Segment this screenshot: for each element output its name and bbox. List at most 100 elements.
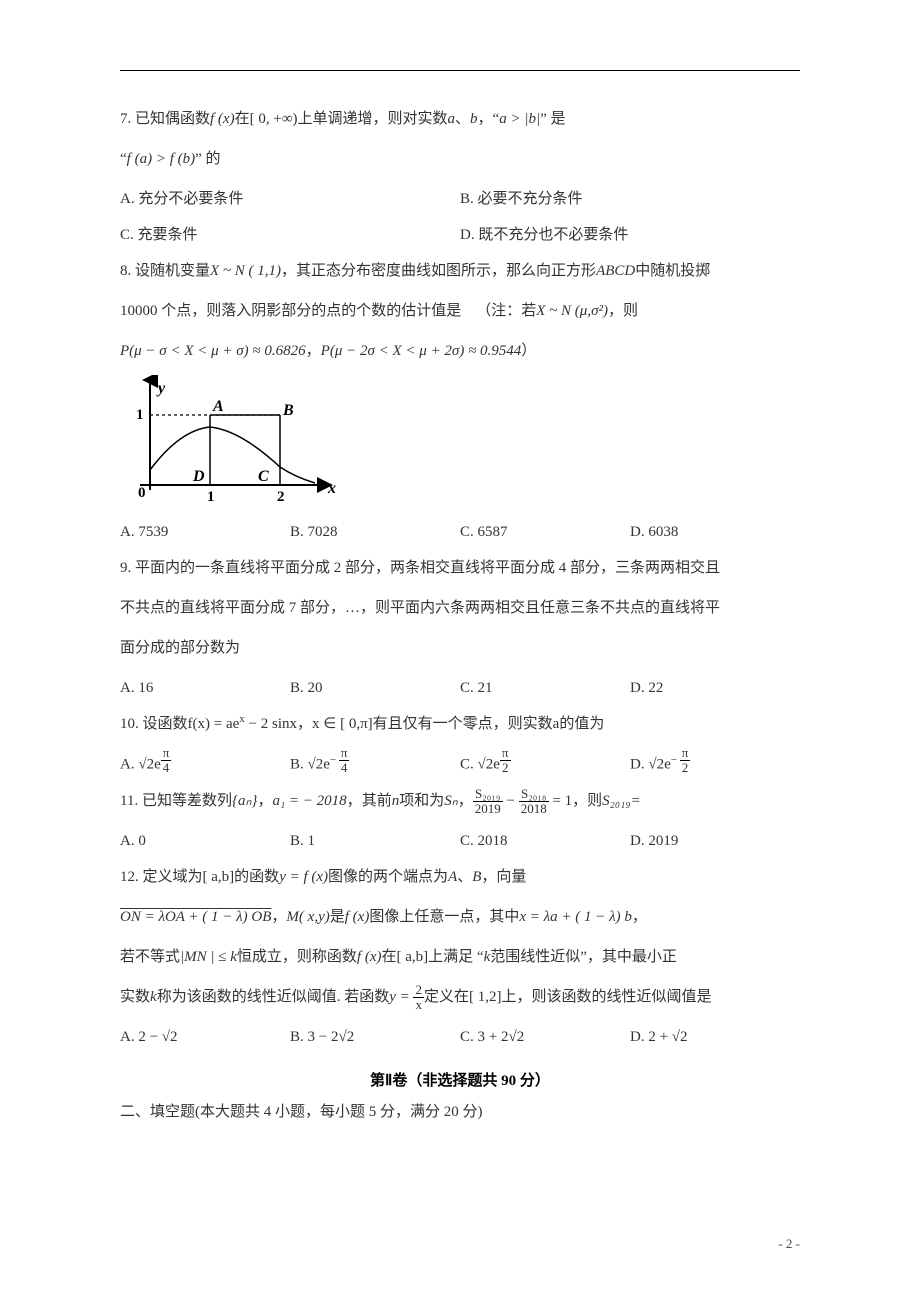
page-number: - 2 - <box>778 1236 800 1252</box>
q12-optA-v: 2 − √2 <box>138 1029 177 1045</box>
q12-l3c: 在 <box>382 949 397 965</box>
q10-line1: 10. 设函数f(x) = aex − 2 sinx，x ∈ [ 0,π]有且仅… <box>120 706 800 742</box>
q11-fb-num: S₂₀₁₈ <box>519 787 549 802</box>
q10-optB: B. √2e− π4 <box>290 746 460 783</box>
q12-line1: 12. 定义域为[ a,b]的函数y = f (x)图像的两个端点为A、B，向量 <box>120 859 800 895</box>
lbl-2x: 2 <box>277 489 285 505</box>
q11-optC: C. 2018 <box>460 823 630 859</box>
top-rule <box>120 70 800 71</box>
q12-l3d: 上满足 “ <box>428 949 483 965</box>
q7-l2a: “ <box>120 151 127 167</box>
q8-xn: X ~ N ( 1,1) <box>210 263 281 279</box>
q7-optB: B. 必要不充分条件 <box>460 181 800 217</box>
q12-l4k: k <box>150 989 157 1005</box>
q12-l3e: 范围线性近似”，其中最小正 <box>490 949 677 965</box>
q7-options-row2: C. 充要条件 D. 既不充分也不必要条件 <box>120 217 800 253</box>
q10-optD-den: 2 <box>680 761 691 775</box>
q10-optB-e: e <box>323 757 330 773</box>
q12-l3ab: [ a,b] <box>397 949 429 965</box>
q10-optC-den: 2 <box>500 761 511 775</box>
q10-optA-exp: π4 <box>161 746 172 774</box>
q10-optC-num: π <box>500 746 511 761</box>
q12-optB-v: 3 − 2√2 <box>308 1029 355 1045</box>
q12-vec: ON = λOA + ( 1 − λ) OB <box>120 909 271 925</box>
q10-options: A. √2eπ4 B. √2e− π4 C. √2eπ2 D. √2e− π2 <box>120 746 800 783</box>
q11-tc: 其前 <box>362 793 392 809</box>
q9-optA: A. 16 <box>120 670 290 706</box>
q12-optC: C. 3 + 2√2 <box>460 1019 630 1055</box>
q10-optD-num: π <box>680 746 691 761</box>
q7-optD: D. 既不充分也不必要条件 <box>460 217 800 253</box>
q10-optB-den: 4 <box>339 761 350 775</box>
q10-optD-e: e <box>664 757 671 773</box>
q12-ab: [ a,b] <box>203 869 235 885</box>
q11-Sn: Sₙ <box>444 793 457 809</box>
q12-optD: D. 2 + √2 <box>630 1019 800 1055</box>
q12-l4c: 定义在 <box>424 989 469 1005</box>
q12-l4y: y = <box>389 989 413 1005</box>
q10-optA-sqrt: √2 <box>138 757 154 773</box>
lbl-D: D <box>192 468 205 485</box>
q10-optC-exp: π2 <box>500 746 511 774</box>
lbl-O: 0 <box>138 485 146 501</box>
q12-l3fx: f (x) <box>357 949 382 965</box>
q12-l1b: 的函数 <box>234 869 279 885</box>
q8-figure: y x 0 1 2 1 A B C D <box>120 375 800 510</box>
q10-optC: C. √2eπ2 <box>460 746 630 783</box>
normal-curve <box>150 427 315 483</box>
q9-line2: 不共点的直线将平面分成 7 部分，…，则平面内六条两两相交且任意三条不共点的直线… <box>120 590 800 626</box>
q7-t2: 在 <box>235 111 250 127</box>
q7-l2b: ” 的 <box>195 151 220 167</box>
q11-fa-num: S₂₀₁₉ <box>473 787 503 802</box>
q7-t3: 上单调递增，则对实数 <box>298 111 448 127</box>
q12-l3b: 恒成立，则称函数 <box>237 949 357 965</box>
q8-optB: B. 7028 <box>290 514 460 550</box>
q10-optC-sqrt: √2 <box>478 757 494 773</box>
q7-fx: f (x) <box>210 111 235 127</box>
q12-l4int: [ 1,2] <box>469 989 502 1005</box>
q10-optD-pre: D. <box>630 757 648 773</box>
q8-l1c: 中随机投掷 <box>635 263 710 279</box>
q7-int: [ 0, +∞) <box>250 111 298 127</box>
q11-ta: 11. 已知等差数列 <box>120 793 232 809</box>
lbl-B: B <box>282 402 294 419</box>
q11-rhs: = 1 <box>549 793 572 809</box>
q10-optA-e: e <box>154 757 161 773</box>
q12-m: M( x,y) <box>286 909 329 925</box>
q8-abcd: ABCD <box>596 263 635 279</box>
q12-l1d: 、 <box>457 869 472 885</box>
q7-line1: 7. 已知偶函数f (x)在[ 0, +∞)上单调递增，则对实数a、b，“a >… <box>120 101 800 137</box>
q9-line1: 9. 平面内的一条直线将平面分成 2 部分，两条相交直线将平面分成 4 部分，三… <box>120 550 800 586</box>
q12-yfx: y = f (x) <box>279 869 328 885</box>
q7-optC: C. 充要条件 <box>120 217 460 253</box>
q12-optD-v: 2 + √2 <box>648 1029 687 1045</box>
q8-options: A. 7539 B. 7028 C. 6587 D. 6038 <box>120 514 800 550</box>
q7-t5: ，“ <box>478 111 500 127</box>
q10-tb: ， <box>297 716 312 732</box>
q10-optC-pre: C. <box>460 757 478 773</box>
q12-l4b: 称为该函数的线性近似阈值. 若函数 <box>157 989 390 1005</box>
q11-fracB: S₂₀₁₈2018 <box>519 787 549 815</box>
q11-a1: a₁ = − 2018 <box>272 793 346 809</box>
q7-t6: ” 是 <box>540 111 565 127</box>
section2-sub: 二、填空题(本大题共 4 小题，每小题 5 分，满分 20 分) <box>120 1096 800 1129</box>
q7-b: b <box>470 111 478 127</box>
q12-A: A <box>448 869 457 885</box>
q12-optB-pre: B. <box>290 1029 308 1045</box>
q12-optA-pre: A. <box>120 1029 138 1045</box>
q10-optD: D. √2e− π2 <box>630 746 800 783</box>
q11-td: 项和为 <box>399 793 444 809</box>
q11-tf: ，则 <box>572 793 602 809</box>
exam-page: 7. 已知偶函数f (x)在[ 0, +∞)上单调递增，则对实数a、b，“a >… <box>0 0 920 1169</box>
q11-te: ， <box>458 793 473 809</box>
section2-title: 第Ⅱ卷（非选择题共 90 分） <box>120 1069 800 1090</box>
q8-line1: 8. 设随机变量X ~ N ( 1,1)，其正态分布密度曲线如图所示，那么向正方… <box>120 253 800 289</box>
q8-svg: y x 0 1 2 1 A B C D <box>120 375 340 505</box>
q7-cond: a > |b| <box>499 111 540 127</box>
q7-t4: 、 <box>455 111 470 127</box>
q12-fden: x <box>413 998 424 1012</box>
q10-optB-sqrt: √2 <box>308 757 324 773</box>
q8-optA: A. 7539 <box>120 514 290 550</box>
q8-l1b: ，其正态分布密度曲线如图所示，那么向正方形 <box>281 263 596 279</box>
q8-optC: C. 6587 <box>460 514 630 550</box>
